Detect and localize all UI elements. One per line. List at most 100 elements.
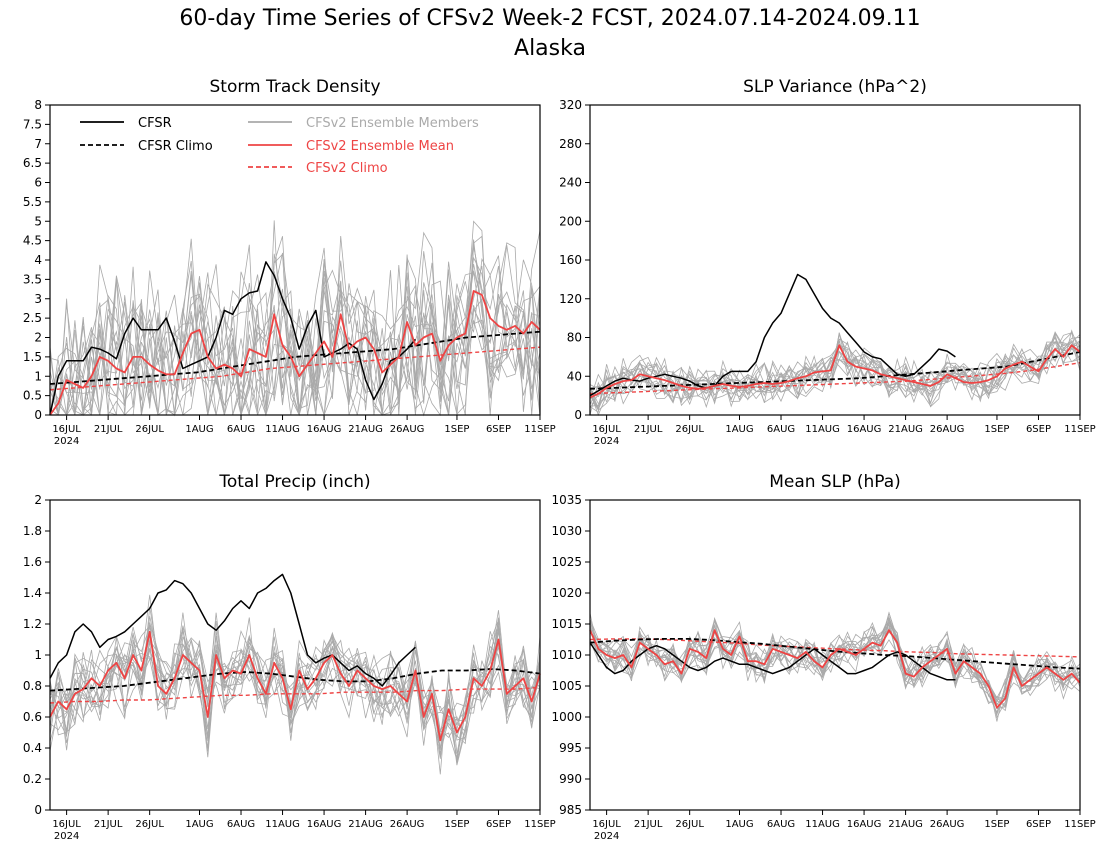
y-tick-label: 6.5 bbox=[23, 156, 42, 170]
x-tick-label: 16AUG bbox=[307, 819, 342, 830]
y-tick-label: 1030 bbox=[551, 524, 582, 538]
x-year-label: 2024 bbox=[54, 436, 79, 447]
x-tick-label: 6SEP bbox=[486, 424, 511, 435]
ensemble-member-line bbox=[49, 612, 541, 744]
y-tick-label: 4 bbox=[34, 253, 42, 267]
legend-label-members: CFSv2 Ensemble Members bbox=[306, 116, 479, 131]
x-tick-label: 6AUG bbox=[767, 819, 795, 830]
x-tick-label: 1SEP bbox=[444, 424, 469, 435]
legend-label-cfsr: CFSR bbox=[138, 116, 172, 131]
x-tick-label: 1AUG bbox=[185, 819, 213, 830]
x-tick-label: 16AUG bbox=[847, 819, 882, 830]
y-tick-label: 1005 bbox=[551, 679, 582, 693]
x-tick-label: 6AUG bbox=[227, 424, 255, 435]
plot-frame bbox=[49, 104, 541, 416]
panel-title: Total Precip (inch) bbox=[218, 472, 370, 492]
x-tick-label: 6SEP bbox=[486, 819, 511, 830]
x-tick-label: 11AUG bbox=[805, 819, 840, 830]
x-tick-label: 1SEP bbox=[984, 424, 1009, 435]
y-tick-label: 240 bbox=[559, 176, 582, 190]
panel-title: SLP Variance (hPa^2) bbox=[743, 77, 927, 97]
y-tick-label: 8 bbox=[34, 98, 42, 112]
series-line-cfsr-climo bbox=[589, 351, 1081, 390]
y-tick-label: 5.5 bbox=[23, 195, 42, 209]
series-line-cfsr bbox=[589, 642, 956, 681]
x-tick-label: 16JUL bbox=[52, 819, 81, 830]
region-subtitle: Alaska bbox=[514, 36, 586, 61]
ensemble-member-line bbox=[50, 259, 541, 416]
ensemble-member-line bbox=[49, 632, 541, 751]
y-tick-label: 1.8 bbox=[23, 524, 42, 538]
series-line-cfsr-climo bbox=[49, 668, 541, 692]
x-tick-label: 21AUG bbox=[888, 424, 923, 435]
y-tick-label: 0.5 bbox=[23, 389, 42, 403]
ensemble-member-line bbox=[589, 333, 1081, 409]
x-year-label: 2024 bbox=[594, 436, 619, 447]
y-tick-label: 1000 bbox=[551, 710, 582, 724]
plot-frame bbox=[589, 499, 1081, 811]
x-tick-label: 16AUG bbox=[307, 424, 342, 435]
y-tick-label: 0.6 bbox=[23, 710, 42, 724]
x-tick-label: 1SEP bbox=[444, 819, 469, 830]
series-line-cfsv2-ensemble-mean bbox=[49, 290, 541, 416]
x-tick-label: 26AUG bbox=[930, 819, 965, 830]
legend-label-ens-mean: CFSv2 Ensemble Mean bbox=[306, 139, 454, 154]
ensemble-member-line bbox=[589, 337, 1081, 416]
series-line-cfsv2-ensemble-mean bbox=[589, 344, 1081, 399]
x-tick-label: 21JUL bbox=[94, 819, 123, 830]
series-line-cfsr-climo bbox=[49, 330, 541, 385]
x-tick-label: 11SEP bbox=[1064, 424, 1095, 435]
x-tick-label: 21AUG bbox=[348, 424, 383, 435]
legend-label-cfsr-climo: CFSR Climo bbox=[138, 139, 213, 154]
panel-title: Storm Track Density bbox=[209, 77, 380, 97]
x-tick-label: 26AUG bbox=[930, 424, 965, 435]
x-tick-label: 1AUG bbox=[185, 424, 213, 435]
x-tick-label: 11AUG bbox=[265, 819, 300, 830]
x-year-label: 2024 bbox=[594, 831, 619, 842]
legend-label-cfsv2-climo: CFSv2 Climo bbox=[306, 161, 388, 176]
x-tick-label: 21AUG bbox=[348, 819, 383, 830]
ensemble-member-line bbox=[50, 253, 541, 417]
y-tick-label: 2 bbox=[34, 493, 42, 507]
x-tick-label: 26AUG bbox=[390, 819, 425, 830]
ensemble-member-line bbox=[589, 619, 1081, 707]
series-line-cfsr-climo bbox=[589, 638, 1081, 670]
y-tick-label: 1010 bbox=[551, 648, 582, 662]
y-tick-label: 80 bbox=[567, 331, 582, 345]
x-tick-label: 6AUG bbox=[227, 819, 255, 830]
y-tick-label: 1.6 bbox=[23, 555, 42, 569]
ensemble-member-line bbox=[589, 623, 1081, 710]
y-tick-label: 0 bbox=[34, 803, 42, 817]
y-tick-label: 1025 bbox=[551, 555, 582, 569]
x-tick-label: 26JUL bbox=[135, 424, 164, 435]
x-tick-label: 6SEP bbox=[1026, 424, 1051, 435]
x-tick-label: 11AUG bbox=[265, 424, 300, 435]
main-title: 60-day Time Series of CFSv2 Week-2 FCST,… bbox=[179, 6, 921, 31]
y-tick-label: 0 bbox=[574, 408, 582, 422]
y-tick-label: 200 bbox=[559, 214, 582, 228]
y-tick-label: 0.2 bbox=[23, 772, 42, 786]
panel-mean-slp: Mean SLP (hPa) 985 990 995 1000 1005 1010 1015 1… bbox=[551, 472, 1095, 842]
x-tick-label: 26JUL bbox=[675, 819, 704, 830]
y-tick-label: 120 bbox=[559, 292, 582, 306]
ensemble-member-line bbox=[49, 612, 541, 761]
ensemble-member-line bbox=[49, 617, 541, 766]
y-tick-label: 0.4 bbox=[23, 741, 42, 755]
x-tick-label: 6AUG bbox=[767, 424, 795, 435]
x-tick-label: 21JUL bbox=[634, 819, 663, 830]
y-tick-label: 5 bbox=[34, 214, 42, 228]
x-tick-label: 11SEP bbox=[1064, 819, 1095, 830]
ensemble-member-line bbox=[49, 255, 541, 417]
ensemble-member-line bbox=[49, 230, 541, 416]
y-tick-label: 3 bbox=[34, 292, 42, 306]
y-tick-label: 990 bbox=[559, 772, 582, 786]
x-tick-label: 16JUL bbox=[592, 424, 621, 435]
x-tick-label: 26AUG bbox=[390, 424, 425, 435]
x-tick-label: 1AUG bbox=[725, 819, 753, 830]
ensemble-member-line bbox=[49, 606, 541, 754]
series-line-cfsr bbox=[49, 261, 416, 416]
x-tick-label: 21JUL bbox=[94, 424, 123, 435]
x-year-label: 2024 bbox=[54, 831, 79, 842]
y-tick-label: 40 bbox=[567, 369, 582, 383]
y-tick-label: 1035 bbox=[551, 493, 582, 507]
